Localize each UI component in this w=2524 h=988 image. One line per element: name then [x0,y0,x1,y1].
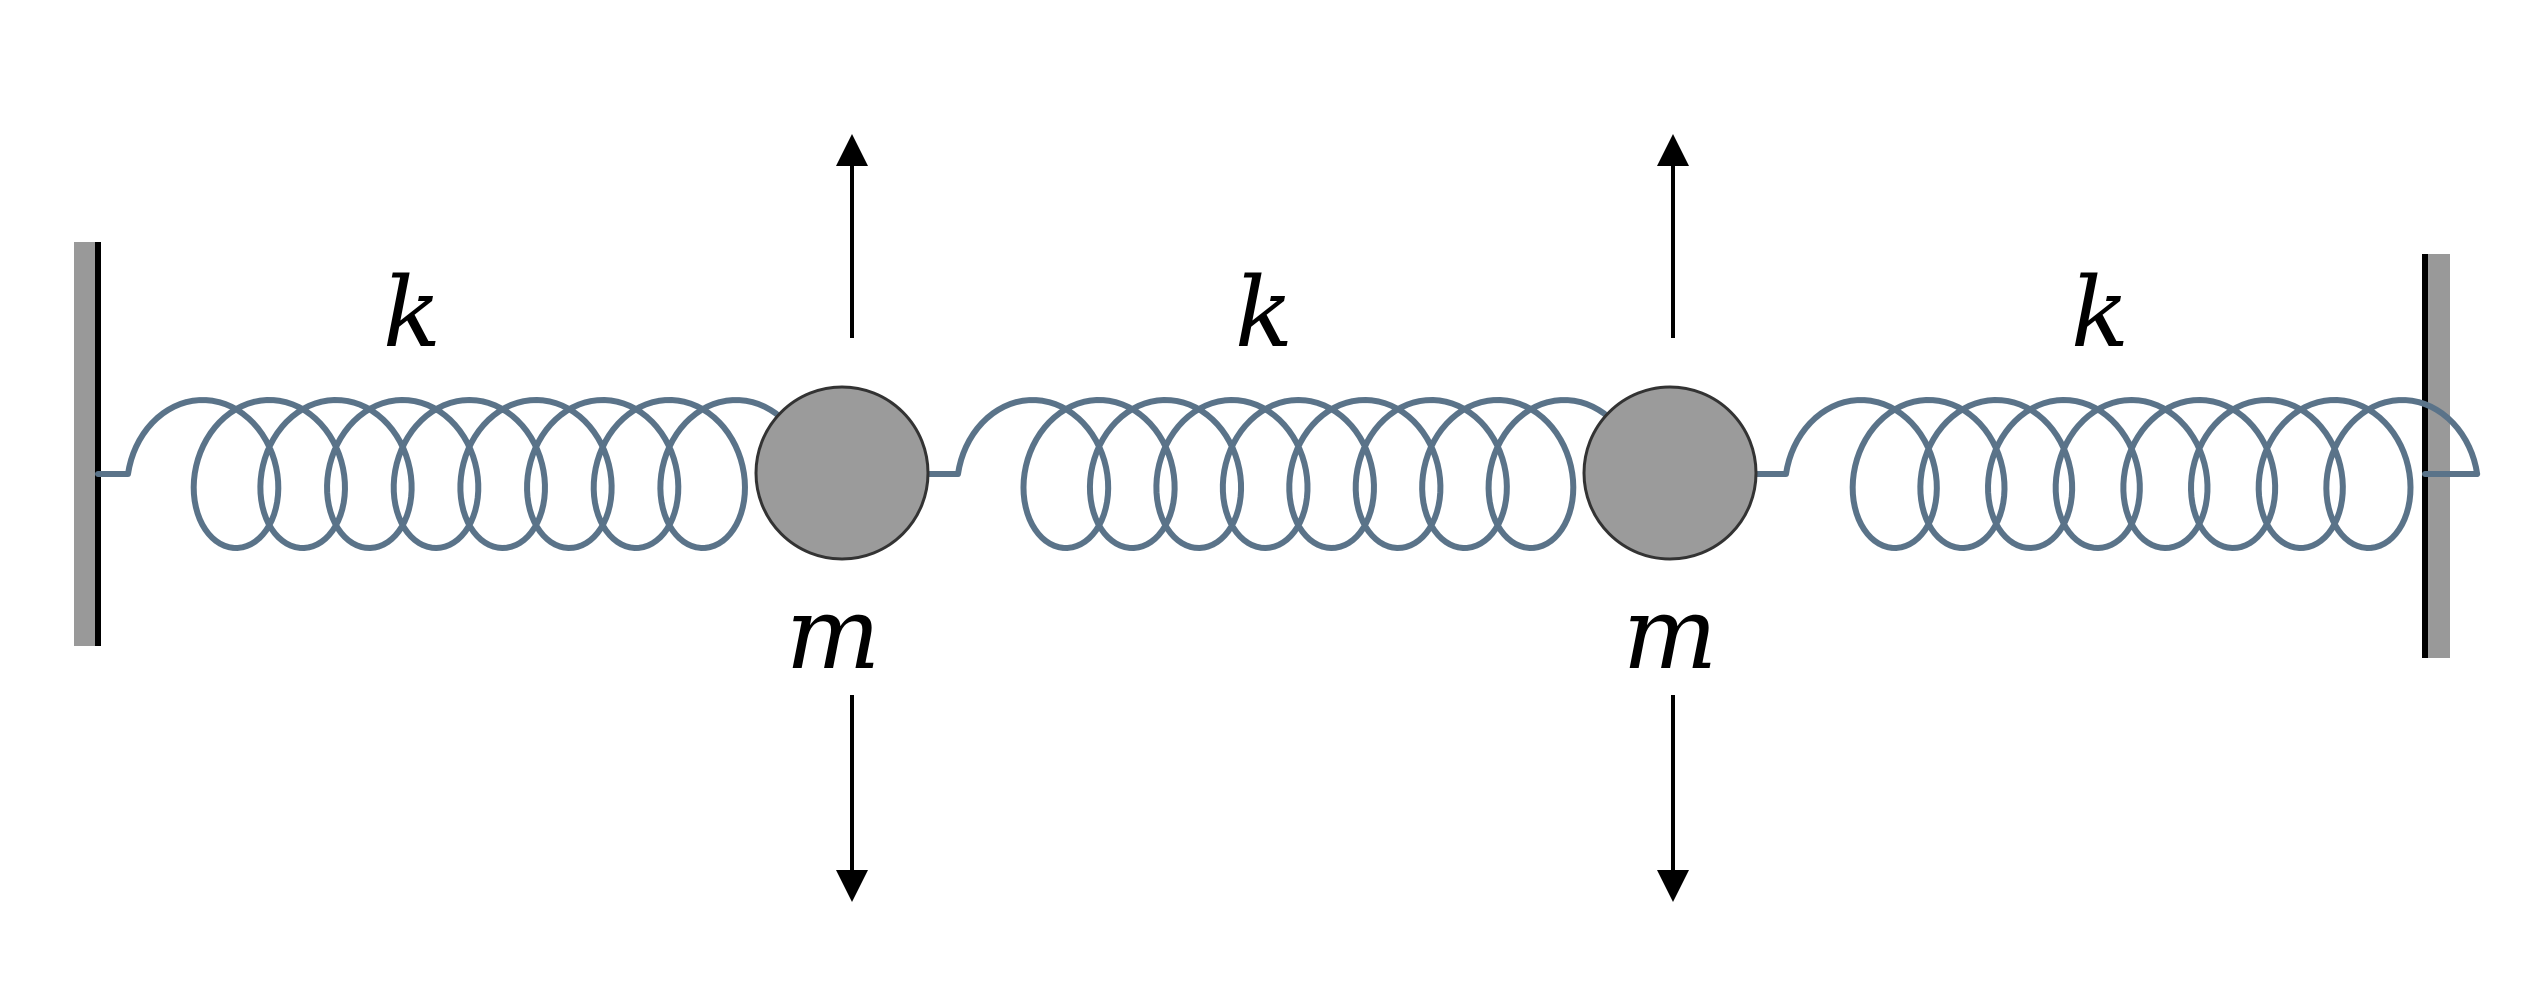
left-wall [74,242,101,646]
right-wall [2422,254,2450,658]
mass-left [754,385,930,561]
spring-left [95,397,814,551]
mass-label-left: m [786,575,881,692]
right-wall-shadow [2428,254,2450,658]
mass-label-right: m [1623,575,1718,692]
spring-constant-label-right: k [2071,257,2129,369]
spring-constant-label-left: k [383,257,441,369]
spring-constant-label-middle: k [1235,257,1293,369]
spring-right [1753,397,2481,551]
mass-right [1582,385,1758,561]
left-wall-shadow [74,242,96,646]
spring-middle [925,397,1642,551]
